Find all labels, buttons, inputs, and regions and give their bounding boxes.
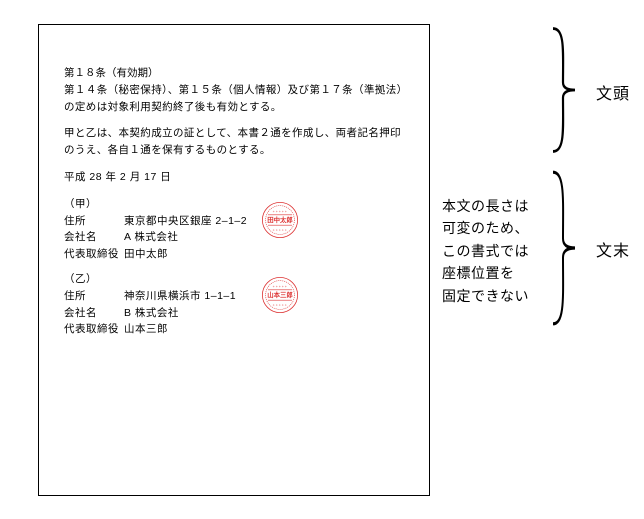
- brace-label-bottom: 文末: [596, 237, 630, 261]
- curly-brace-icon: [549, 169, 585, 327]
- article-title: 第１８条（有効期）: [64, 65, 404, 82]
- svg-text:＊＊＊＊＊: ＊＊＊＊＊: [272, 228, 287, 231]
- seal-name-text: 田中太郎: [267, 215, 293, 224]
- party-key: 代表取締役: [64, 246, 124, 263]
- closing-paragraph: 甲と乙は、本契約成立の証として、本書２通を作成し、両者記名押印のうえ、各自１通を…: [64, 125, 404, 159]
- seal-name-text: 山本三郎: [267, 290, 293, 299]
- party-key: 住所: [64, 288, 124, 305]
- note-line: 可変のため、: [442, 217, 529, 239]
- party-val: 田中太郎: [124, 246, 404, 263]
- party-key: 会社名: [64, 305, 124, 322]
- hanko-seal-icon: 山本三郎 ＊＊＊＊＊ ＊＊＊＊＊: [260, 275, 300, 315]
- article-body: 第１４条（秘密保持）、第１５条（個人情報）及び第１７条（準拠法）の定めは対象利用…: [64, 82, 404, 116]
- contract-date: 平成 28 年 2 月 17 日: [64, 169, 404, 186]
- document-page: 第１８条（有効期） 第１４条（秘密保持）、第１５条（個人情報）及び第１７条（準拠…: [38, 24, 430, 496]
- note-line: 座標位置を: [442, 262, 529, 284]
- party-row: 会社名 B 株式会社: [64, 305, 404, 322]
- party-key: 会社名: [64, 229, 124, 246]
- svg-text:＊＊＊＊＊: ＊＊＊＊＊: [272, 285, 287, 288]
- party-block-kou: （甲） 住所 東京都中央区銀座 2–1–2 会社名 A 株式会社 代表取締役 田…: [64, 196, 404, 263]
- party-row: 代表取締役 田中太郎: [64, 246, 404, 263]
- party-block-otsu: （乙） 住所 神奈川県横浜市 1–1–1 会社名 B 株式会社 代表取締役 山本…: [64, 271, 404, 338]
- annotation-note: 本文の長さは 可変のため、 この書式では 座標位置を 固定できない: [442, 195, 529, 307]
- party-label: （甲）: [64, 196, 404, 213]
- party-val: 山本三郎: [124, 321, 404, 338]
- brace-label-top: 文頭: [596, 80, 630, 104]
- hanko-seal-icon: 田中太郎 ＊＊＊＊＊ ＊＊＊＊＊: [260, 200, 300, 240]
- party-label: （乙）: [64, 271, 404, 288]
- note-line: この書式では: [442, 240, 529, 262]
- party-key: 住所: [64, 213, 124, 230]
- party-row: 会社名 A 株式会社: [64, 229, 404, 246]
- note-line: 固定できない: [442, 285, 529, 307]
- note-line: 本文の長さは: [442, 195, 529, 217]
- party-row: 住所 神奈川県横浜市 1–1–1: [64, 288, 404, 305]
- party-row: 代表取締役 山本三郎: [64, 321, 404, 338]
- party-row: 住所 東京都中央区銀座 2–1–2: [64, 213, 404, 230]
- curly-brace-icon: [549, 26, 585, 154]
- svg-text:＊＊＊＊＊: ＊＊＊＊＊: [272, 303, 287, 306]
- party-key: 代表取締役: [64, 321, 124, 338]
- svg-text:＊＊＊＊＊: ＊＊＊＊＊: [272, 210, 287, 213]
